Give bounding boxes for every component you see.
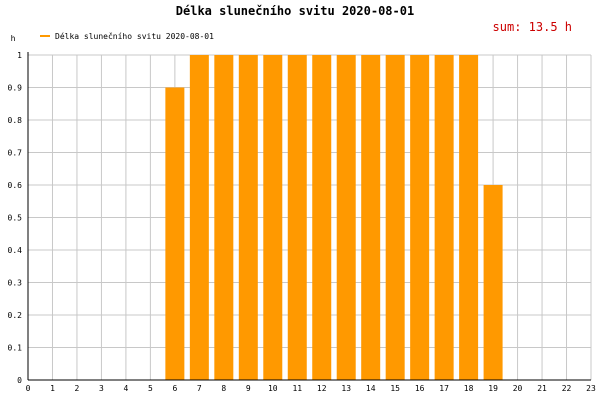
bar-hour-10	[263, 55, 283, 380]
bar-hour-11	[287, 55, 307, 380]
bar-hour-6	[165, 87, 185, 380]
x-tick-label: 23	[586, 384, 596, 393]
y-tick-label: 0.5	[8, 214, 23, 223]
y-tick-label: 0.3	[8, 279, 23, 288]
bar-hour-9	[238, 55, 258, 380]
x-tick-label: 8	[221, 384, 226, 393]
bars	[165, 55, 503, 380]
x-tick-labels: 0 1 2 3 4 5 6 7 8 9 10 11 12 13 14 15 16 17 18 19 20 21 22 23	[26, 384, 596, 393]
y-tick-label: 0.9	[8, 84, 23, 93]
legend-label: Délka slunečního svitu 2020-08-01	[55, 31, 214, 41]
x-tick-label: 1	[50, 384, 55, 393]
x-tick-label: 14	[366, 384, 376, 393]
x-tick-label: 11	[292, 384, 302, 393]
chart-title: Délka slunečního svitu 2020-08-01	[176, 4, 414, 18]
bar-hour-19	[483, 185, 503, 380]
x-tick-label: 17	[439, 384, 449, 393]
bar-hour-16	[410, 55, 430, 380]
bar-hour-14	[361, 55, 381, 380]
x-tick-label: 13	[341, 384, 351, 393]
bar-hour-8	[214, 55, 234, 380]
x-tick-label: 21	[537, 384, 547, 393]
y-tick-label: 0.8	[8, 116, 23, 125]
x-tick-label: 10	[268, 384, 278, 393]
x-tick-label: 16	[415, 384, 425, 393]
y-axis-label: h	[11, 34, 16, 43]
y-tick-label: 0.2	[8, 311, 23, 320]
x-tick-label: 4	[123, 384, 128, 393]
sum-label: sum: 13.5 h	[493, 20, 572, 34]
x-tick-label: 5	[148, 384, 153, 393]
bar-hour-17	[434, 55, 454, 380]
y-tick-label: 0.7	[8, 149, 23, 158]
y-tick-label: 0.4	[8, 246, 23, 255]
x-tick-label: 15	[390, 384, 400, 393]
x-tick-label: 18	[464, 384, 474, 393]
y-tick-label: 0.1	[8, 344, 23, 353]
x-tick-label: 9	[246, 384, 251, 393]
x-tick-label: 2	[75, 384, 80, 393]
x-tick-label: 6	[172, 384, 177, 393]
bar-hour-15	[385, 55, 405, 380]
y-tick-labels: 0 0.1 0.2 0.3 0.4 0.5 0.6 0.7 0.8 0.9 1	[8, 51, 23, 385]
legend: Délka slunečního svitu 2020-08-01	[40, 31, 214, 41]
bar-hour-7	[189, 55, 209, 380]
x-tick-label: 12	[317, 384, 327, 393]
x-tick-label: 20	[513, 384, 523, 393]
bar-hour-12	[312, 55, 332, 380]
y-tick-label: 0	[17, 376, 22, 385]
grid-lines	[27, 54, 592, 381]
x-tick-label: 7	[197, 384, 202, 393]
x-tick-label: 19	[488, 384, 498, 393]
y-tick-label: 0.6	[8, 181, 23, 190]
x-tick-label: 0	[26, 384, 31, 393]
bar-hour-18	[459, 55, 479, 380]
axes	[27, 52, 591, 381]
y-tick-label: 1	[17, 51, 22, 60]
x-tick-label: 22	[562, 384, 572, 393]
x-tick-label: 3	[99, 384, 104, 393]
bar-hour-13	[336, 55, 356, 380]
